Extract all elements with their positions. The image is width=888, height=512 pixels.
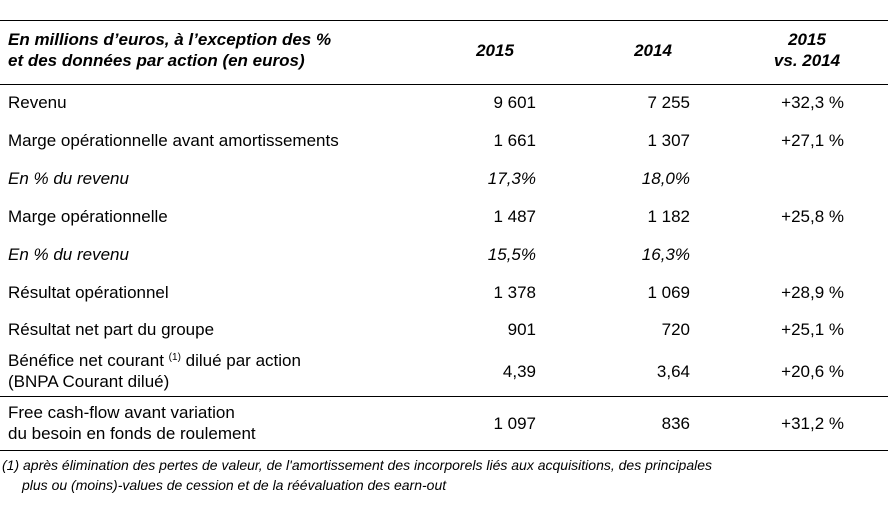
footnote: (1) après élimination des pertes de vale… <box>0 455 880 495</box>
row-value-2014: 1 307 <box>647 131 690 150</box>
row-label-line1: Free cash-flow avant variation <box>8 403 235 422</box>
row-label: Bénéfice net courant (1) dilué par actio… <box>8 350 448 392</box>
header-col-variation-line1: 2015 <box>788 30 826 49</box>
row-label-line2: (BNPA Courant dilué) <box>8 372 170 391</box>
row-label: Marge opérationnelle avant amortissement… <box>8 131 339 150</box>
row-value-2014: 18,0% <box>641 169 690 188</box>
row-value-variation: +25,1 % <box>781 320 844 339</box>
footnote-line2: plus ou (moins)-values de cession et de … <box>22 477 447 493</box>
row-value-variation: +27,1 % <box>781 131 844 150</box>
row-value-2015: 17,3% <box>487 169 536 188</box>
header-col-variation: 2015 vs. 2014 <box>752 29 862 71</box>
row-value-2015: 1 487 <box>493 207 536 226</box>
header-label-line1: En millions d’euros, à l’exception des % <box>8 30 332 49</box>
row-label-part2: dilué par action <box>180 351 301 370</box>
row-value-variation: +25,8 % <box>781 207 844 226</box>
row-value-2015: 9 601 <box>493 93 536 112</box>
row-value-variation: +20,6 % <box>781 362 844 381</box>
header-bottom-rule <box>0 84 888 85</box>
table-header: En millions d’euros, à l’exception des %… <box>0 28 888 80</box>
row-value-2014: 1 182 <box>647 207 690 226</box>
row-value-2014: 720 <box>661 320 690 339</box>
row-label-part1: Bénéfice net courant <box>8 351 169 370</box>
row-value-2015: 4,39 <box>502 362 536 381</box>
header-label: En millions d’euros, à l’exception des %… <box>8 29 428 71</box>
row-label: En % du revenu <box>8 169 129 188</box>
row-value-2014: 3,64 <box>656 362 690 381</box>
row-label: Revenu <box>8 93 67 112</box>
row-value-2015: 901 <box>507 320 536 339</box>
row-value-2015: 15,5% <box>487 245 536 264</box>
table-separator-rule <box>0 396 888 397</box>
row-value-2014: 16,3% <box>641 245 690 264</box>
row-label: En % du revenu <box>8 245 129 264</box>
table-top-rule <box>0 20 888 21</box>
row-value-2014: 836 <box>661 414 690 433</box>
row-value-2015: 1 097 <box>493 414 536 433</box>
footnote-line1: (1) après élimination des pertes de vale… <box>2 457 713 473</box>
table-bottom-rule <box>0 450 888 451</box>
row-value-variation: +28,9 % <box>781 283 844 302</box>
row-value-2015: 1 661 <box>493 131 536 150</box>
row-value-variation: +31,2 % <box>781 414 844 433</box>
header-col-variation-line2: vs. 2014 <box>773 51 841 70</box>
row-label-line2: du besoin en fonds de roulement <box>8 424 256 443</box>
row-label: Free cash-flow avant variation du besoin… <box>8 402 448 444</box>
row-value-variation: +32,3 % <box>781 93 844 112</box>
row-value-2014: 1 069 <box>647 283 690 302</box>
header-col-2014: 2014 <box>634 41 672 60</box>
row-label: Marge opérationnelle <box>8 207 168 226</box>
row-value-2015: 1 378 <box>493 283 536 302</box>
footnote-ref: (1) <box>168 352 181 363</box>
header-label-line2: et des données par action (en euros) <box>8 51 305 70</box>
row-label: Résultat net part du groupe <box>8 320 215 339</box>
header-col-2015: 2015 <box>476 41 514 60</box>
row-value-2014: 7 255 <box>647 93 690 112</box>
row-label: Résultat opérationnel <box>8 283 169 302</box>
